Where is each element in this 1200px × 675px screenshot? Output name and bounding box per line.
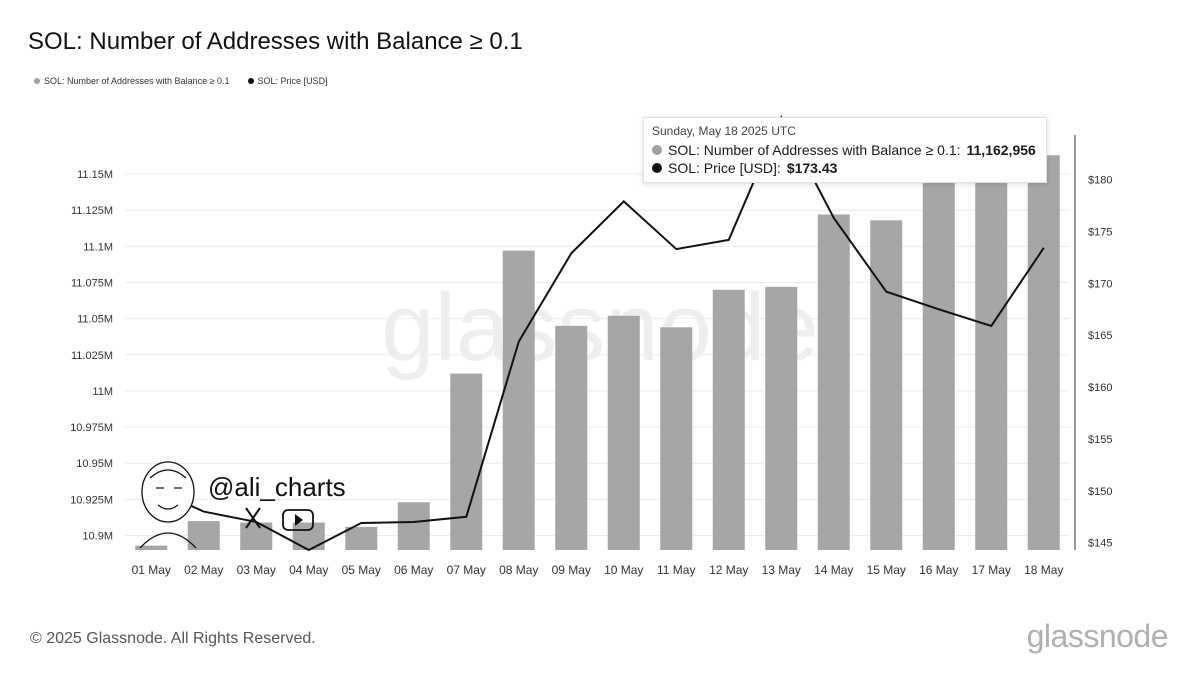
y-left-tick-label: 11.1M [83,241,113,253]
author-handle: @ali_charts [208,472,346,502]
bar [1027,155,1060,550]
glassnode-watermark: glassnode [381,274,819,381]
tooltip-row-addresses: SOL: Number of Addresses with Balance ≥ … [652,141,1038,159]
legend-label-addresses: SOL: Number of Addresses with Balance ≥ … [44,76,230,86]
tooltip-label-price: SOL: Price [USD]: [668,160,781,176]
tooltip-dot-addresses [652,145,662,155]
y-left-tick-label: 10.95M [76,458,113,470]
x-tick-label: 10 May [604,563,643,577]
bar-series [135,155,1060,551]
price-series [150,115,1045,552]
copyright: © 2025 Glassnode. All Rights Reserved. [30,630,316,647]
bar [502,250,535,550]
y-right-tick-label: $155 [1088,434,1112,446]
y-right-tick-label: $170 [1088,278,1112,290]
x-tick-label: 07 May [447,563,486,577]
y-right-tick-label: $145 [1088,538,1112,550]
bar [870,220,903,550]
bar [660,327,693,550]
y-left-tick-label: 10.9M [82,531,113,543]
x-tick-label: 05 May [342,563,381,577]
x-tick-label: 06 May [394,563,433,577]
x-tick-label: 18 May [1024,563,1063,577]
bar [397,502,430,550]
y-axis-left: 10.9M 10.925M 10.95M 10.975M 11M 11.025M 11.05… [70,169,113,542]
legend: SOL: Number of Addresses with Balance ≥ … [34,76,328,86]
y-left-tick-label: 11M [92,386,113,398]
bar [292,522,325,550]
tooltip-row-price: SOL: Price [USD]: $173.43 [652,159,1038,177]
x-tick-label: 12 May [709,563,748,577]
x-tick-label: 08 May [499,563,538,577]
x-tick-label: 16 May [919,563,958,577]
bar [607,315,640,550]
bar [817,214,850,551]
bar [187,521,220,550]
avatar-sketch-icon [139,461,197,549]
x-logo-icon [245,507,261,529]
glassnode-logo: glassnode [1026,618,1169,654]
y-left-tick-label: 11.075M [71,277,113,289]
y-left-tick-label: 11.15M [77,169,113,181]
y-left-tick-label: 10.975M [70,422,113,434]
x-tick-label: 01 May [132,563,171,577]
x-tick-label: 04 May [289,563,328,577]
y-right-tick-label: $150 [1088,486,1112,498]
bar [712,289,745,550]
x-tick-label: 13 May [762,563,801,577]
youtube-icon [282,509,314,531]
x-tick-label: 03 May [237,563,276,577]
bar [240,522,273,550]
y-left-tick-label: 10.925M [70,494,113,506]
bar [555,325,588,550]
y-right-tick-label: $175 [1088,226,1112,238]
y-left-tick-label: 11.05M [77,314,113,326]
legend-label-price: SOL: Price [USD] [257,76,328,86]
tooltip-date: Sunday, May 18 2025 UTC [652,124,796,138]
price-line [150,115,1045,552]
legend-item-addresses[interactable]: SOL: Number of Addresses with Balance ≥ … [34,76,230,86]
x-tick-label: 11 May [657,563,695,577]
tooltip-dot-price [652,163,662,173]
bar [135,545,168,550]
chart-title: SOL: Number of Addresses with Balance ≥ … [28,28,523,55]
y-left-tick-label: 11.125M [71,205,113,217]
legend-item-price[interactable]: SOL: Price [USD] [247,76,328,86]
y-right-tick-label: $180 [1088,175,1112,187]
bar [345,526,378,550]
tooltip-label-addresses: SOL: Number of Addresses with Balance ≥ … [668,142,961,158]
x-tick-label: 17 May [972,563,1011,577]
bar [765,286,798,550]
x-tick-label: 15 May [867,563,906,577]
x-axis: 01 May 02 May 03 May 04 May 05 May 06 May 07 M… [132,563,1064,577]
bar [975,171,1008,550]
legend-dot-addresses [34,78,40,84]
bar [922,166,955,551]
x-tick-label: 02 May [184,563,223,577]
x-tick-label: 14 May [814,563,853,577]
tooltip-value-price: $173.43 [786,160,838,176]
legend-dot-price [247,78,254,84]
y-axis-right: $145 $150 $155 $160 $165 $170 $175 $180 [1074,135,1112,550]
y-right-tick-label: $160 [1088,382,1112,394]
y-left-tick-label: 11.025M [71,350,113,362]
y-right-tick-label: $165 [1088,330,1112,342]
x-tick-label: 09 May [552,563,591,577]
tooltip-value-addresses: 11,162,956 [966,142,1036,158]
tooltip: Sunday, May 18 2025 UTC SOL: Number of A… [643,117,1047,183]
bar [450,373,483,550]
